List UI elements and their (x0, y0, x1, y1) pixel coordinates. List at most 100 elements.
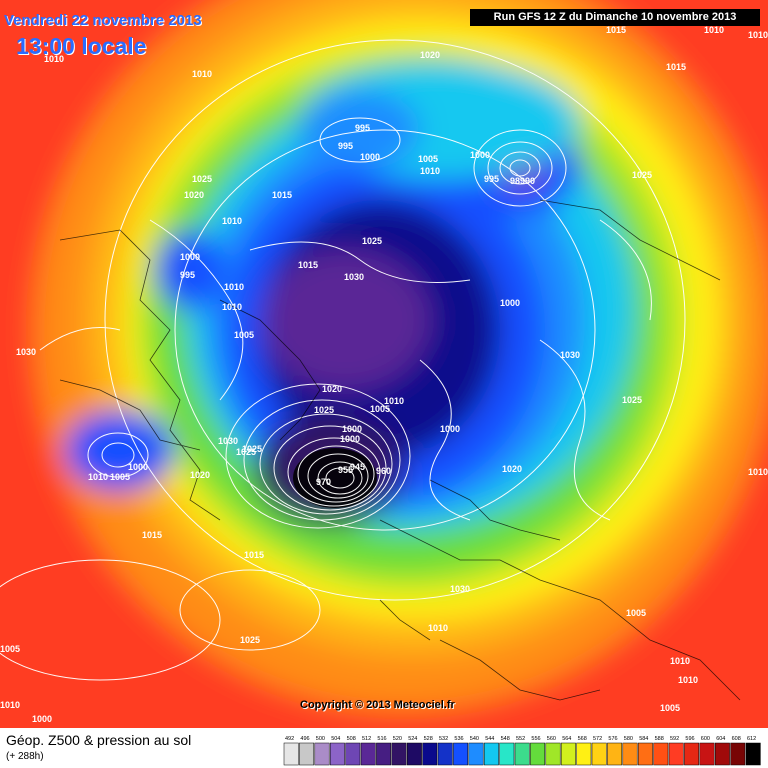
copyright: Copyright © 2013 Meteociel.fr (300, 699, 455, 711)
map-field-north-trough (300, 90, 420, 170)
legend-value: 596 (685, 736, 694, 742)
isobars (0, 39, 686, 681)
legend-swatch (622, 742, 638, 766)
pressure-label: 1030 (344, 272, 364, 282)
pressure-label: 1005 (660, 703, 680, 713)
pressure-label: 1005 (418, 154, 438, 164)
pressure-label: 1000 (32, 714, 52, 724)
pressure-label: 1000 (342, 424, 362, 434)
pressure-label: 1025 (192, 174, 212, 184)
pressure-label: 1015 (666, 62, 686, 72)
map-title: Géop. Z500 & pression au sol (6, 732, 192, 748)
pressure-label: 1010 (748, 467, 768, 477)
pressure-label: 1010 (748, 30, 768, 40)
legend-value: 500 (316, 736, 325, 742)
legend-value: 536 (454, 736, 463, 742)
pressure-label: 1015 (244, 550, 264, 560)
legend-swatch (360, 742, 376, 766)
pressure-label: 1020 (420, 50, 440, 60)
pressure-label: 1020 (322, 384, 342, 394)
legend-value: 548 (501, 736, 510, 742)
pressure-label: 1010 (192, 69, 212, 79)
legend-swatch (684, 742, 700, 766)
legend-swatch (576, 742, 592, 766)
pressure-label: 1005 (370, 404, 390, 414)
legend-swatch (422, 742, 438, 766)
pressure-label: 1020 (190, 470, 210, 480)
pressure-label: 1015 (606, 25, 626, 35)
pressure-label: 1020 (184, 190, 204, 200)
legend-value: 508 (347, 736, 356, 742)
legend-swatch (406, 742, 422, 766)
legend-swatch (345, 742, 361, 766)
pressure-label: 1005 (234, 330, 254, 340)
legend-swatch (745, 742, 761, 766)
legend-value: 528 (424, 736, 433, 742)
legend-swatch (514, 742, 530, 766)
legend-value: 496 (300, 736, 309, 742)
pressure-label: 1030 (560, 350, 580, 360)
pressure-label: 1020 (502, 464, 522, 474)
legend-value: 516 (377, 736, 386, 742)
legend-value: 584 (639, 736, 648, 742)
legend-value: 524 (408, 736, 417, 742)
pressure-label: 970 (316, 477, 331, 487)
legend-value: 604 (716, 736, 725, 742)
pressure-label: 1005 (110, 472, 130, 482)
legend-swatch (483, 742, 499, 766)
legend-swatch (545, 742, 561, 766)
pressure-label: 1025 (314, 405, 334, 415)
pressure-label: 995 (355, 123, 370, 133)
legend-swatch (714, 742, 730, 766)
legend-value: 608 (732, 736, 741, 742)
pressure-label: 1000 (128, 462, 148, 472)
pressure-label: 1030 (16, 347, 36, 357)
legend-value: 552 (516, 736, 525, 742)
legend-swatch (329, 742, 345, 766)
legend-value: 600 (701, 736, 710, 742)
pressure-label: 1030 (218, 436, 238, 446)
pressure-label: 1010 (0, 700, 20, 710)
forecast-date: Vendredi 22 novembre 2013 (4, 12, 202, 29)
map-field-west-low (65, 410, 175, 490)
legend-value: 532 (439, 736, 448, 742)
pressure-label: 1030 (450, 584, 470, 594)
legend-swatch (283, 742, 299, 766)
pressure-label: 1005 (0, 644, 20, 654)
legend-value: 588 (655, 736, 664, 742)
legend-swatch (607, 742, 623, 766)
legend-swatch (653, 742, 669, 766)
pressure-label: 995 (180, 270, 195, 280)
pressure-label: 1010 (44, 54, 64, 64)
map-field-purple (260, 250, 430, 390)
legend-swatch (530, 742, 546, 766)
pressure-label: 1025 (242, 444, 262, 454)
pressure-label: 1000 (340, 434, 360, 444)
model-run: Run GFS 12 Z du Dimanche 10 novembre 201… (470, 9, 760, 26)
legend-value: 564 (562, 736, 571, 742)
legend-swatch (468, 742, 484, 766)
pressure-label: 1000 (440, 424, 460, 434)
legend-swatch (314, 742, 330, 766)
legend-value: 592 (670, 736, 679, 742)
legend-value: 520 (393, 736, 402, 742)
legend-swatch (499, 742, 515, 766)
legend-swatch (376, 742, 392, 766)
pressure-label: 98990 (510, 176, 535, 186)
map-field-northwest-trough (155, 230, 225, 310)
legend-swatch (391, 742, 407, 766)
legend-swatch (437, 742, 453, 766)
pressure-label: 1010 (384, 396, 404, 406)
legend-value: 560 (547, 736, 556, 742)
pressure-label: 1025 (240, 635, 260, 645)
forecast-step: (+ 288h) (6, 751, 44, 762)
pressure-label: 1010 (678, 675, 698, 685)
legend-value: 540 (470, 736, 479, 742)
pressure-label: 1025 (632, 170, 652, 180)
legend-swatch (637, 742, 653, 766)
pressure-label: 1010 (428, 623, 448, 633)
coastlines (59, 199, 741, 701)
pressure-label: 1010 (704, 25, 724, 35)
